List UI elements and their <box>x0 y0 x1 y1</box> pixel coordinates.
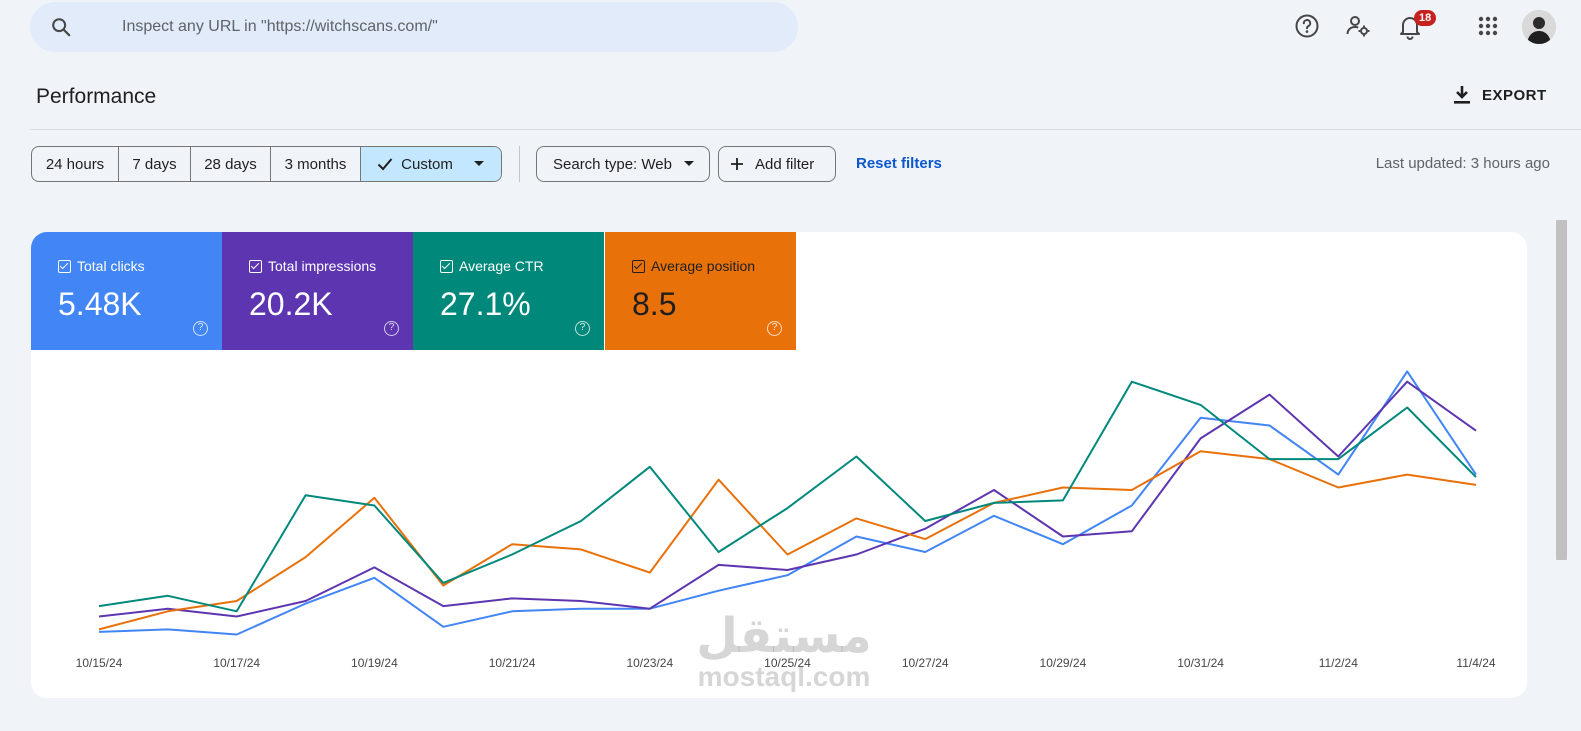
metric-value: 8.5 <box>632 286 677 322</box>
check-icon <box>377 158 393 171</box>
range-28-days[interactable]: 28 days <box>191 147 271 181</box>
export-button[interactable]: EXPORT <box>1452 84 1547 106</box>
watermark-latin: mostaql.com <box>697 661 871 692</box>
x-tick-label: 10/15/24 <box>75 656 123 670</box>
help-icon[interactable]: ? <box>193 321 208 336</box>
metric-average-position[interactable]: Average position 8.5 ? <box>605 232 796 350</box>
add-filter-button[interactable]: Add filter <box>718 146 836 182</box>
metric-label-row: Total impressions <box>249 258 376 274</box>
apps-grid-icon[interactable] <box>1474 12 1502 40</box>
download-icon <box>1454 86 1470 104</box>
help-icon[interactable] <box>1293 12 1321 40</box>
caret-down-icon <box>473 161 484 166</box>
help-icon[interactable]: ? <box>575 321 590 336</box>
checkbox-icon <box>632 259 645 273</box>
metric-total-clicks[interactable]: Total clicks 5.48K ? <box>31 232 222 350</box>
header-divider <box>30 129 1581 130</box>
notifications-icon[interactable] <box>1396 12 1424 40</box>
series-line-ctr[interactable] <box>98 380 1477 613</box>
last-updated-text: Last updated: 3 hours ago <box>1375 155 1550 172</box>
filter-divider <box>519 146 520 182</box>
metric-label: Average CTR <box>459 258 544 274</box>
metric-label-row: Total clicks <box>58 258 145 274</box>
range-7-days[interactable]: 7 days <box>119 147 191 181</box>
series-line-impressions[interactable] <box>98 380 1477 618</box>
x-tick-label: 10/27/24 <box>901 656 949 670</box>
search-placeholder: Inspect any URL in "https://witchscans.c… <box>122 18 438 35</box>
series-line-position[interactable] <box>98 450 1477 631</box>
x-tick-label: 10/19/24 <box>351 656 398 670</box>
metric-value: 20.2K <box>249 286 333 322</box>
metric-average-ctr[interactable]: Average CTR 27.1% ? <box>413 232 604 350</box>
watermark-arabic: مستقل <box>696 610 872 663</box>
x-tick-label: 10/23/24 <box>626 656 674 670</box>
user-avatar-icon <box>1522 10 1556 44</box>
date-range-selector: 24 hours 7 days 28 days 3 months Custom <box>31 146 502 182</box>
plus-icon <box>731 158 743 170</box>
help-icon[interactable]: ? <box>384 321 399 336</box>
performance-line-chart[interactable] <box>31 232 1527 698</box>
range-label: 7 days <box>132 155 177 173</box>
range-3-months[interactable]: 3 months <box>271 147 361 181</box>
add-filter-label: Add filter <box>755 155 815 173</box>
x-tick-label: 10/21/24 <box>488 656 536 670</box>
series-line-clicks[interactable] <box>98 370 1477 636</box>
x-tick-label: 10/25/24 <box>764 656 811 670</box>
range-label: 28 days <box>204 155 257 173</box>
range-24-hours[interactable]: 24 hours <box>32 147 119 181</box>
metric-total-impressions[interactable]: Total impressions 20.2K ? <box>222 232 413 350</box>
range-label: 24 hours <box>45 155 105 173</box>
checkbox-icon <box>249 259 262 273</box>
x-tick-label: 10/31/24 <box>1177 656 1224 670</box>
manage-users-icon[interactable] <box>1344 12 1372 40</box>
help-icon[interactable]: ? <box>767 321 782 336</box>
x-tick-label: 11/4/24 <box>1456 656 1496 670</box>
search-icon <box>52 18 71 37</box>
checkbox-icon <box>440 259 453 273</box>
range-label: 3 months <box>284 155 347 173</box>
notification-badge: 18 <box>1414 10 1437 26</box>
export-label: EXPORT <box>1482 86 1547 104</box>
metric-label-row: Average position <box>632 258 755 274</box>
metric-value: 5.48K <box>58 286 142 322</box>
watermark: مستقل mostaql.com <box>688 612 880 692</box>
search-type-filter[interactable]: Search type: Web <box>536 146 710 182</box>
metric-label-row: Average CTR <box>440 258 544 274</box>
performance-chart-card: Total clicks 5.48K ? Total impressions 2… <box>31 232 1527 698</box>
reset-filters-link[interactable]: Reset filters <box>856 155 942 172</box>
scrollbar-thumb[interactable] <box>1556 220 1567 560</box>
metric-label: Total clicks <box>77 258 145 274</box>
metric-label: Average position <box>651 258 756 274</box>
url-inspect-search[interactable]: Inspect any URL in "https://witchscans.c… <box>30 2 798 52</box>
range-label: Custom <box>401 155 453 173</box>
metric-value: 27.1% <box>440 286 531 322</box>
page-title: Performance <box>36 85 157 108</box>
caret-down-icon <box>683 161 694 166</box>
x-tick-label: 11/2/24 <box>1318 656 1358 670</box>
x-tick-label: 10/29/24 <box>1039 656 1087 670</box>
metric-label: Total impressions <box>268 258 377 274</box>
avatar[interactable] <box>1522 10 1556 44</box>
range-custom[interactable]: Custom <box>361 147 501 181</box>
checkbox-icon <box>58 259 71 273</box>
search-type-label: Search type: Web <box>553 155 672 173</box>
x-tick-label: 10/17/24 <box>213 656 261 670</box>
